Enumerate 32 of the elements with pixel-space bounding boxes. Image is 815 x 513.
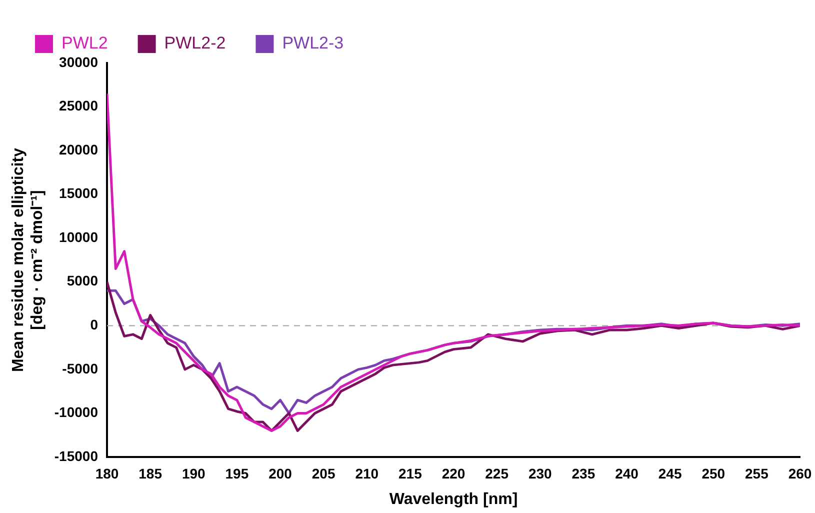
x-tick-label: 200	[268, 465, 292, 482]
x-tick-label: 240	[615, 465, 639, 482]
y-tick-label: 0	[90, 316, 98, 333]
legend-label: PWL2-2	[164, 34, 226, 53]
x-tick-label: 215	[398, 465, 422, 482]
x-tick-label: 245	[658, 465, 682, 482]
x-tick-label: 210	[355, 465, 379, 482]
x-axis-title: Wavelength [nm]	[389, 490, 518, 508]
y-tick-label: -15000	[54, 448, 98, 464]
x-tick-label: 220	[442, 465, 466, 482]
y-tick-label: 30000	[59, 54, 98, 70]
y-tick-label: -10000	[54, 404, 98, 420]
x-tick-label: 250	[702, 465, 726, 482]
x-tick-label: 260	[788, 465, 812, 482]
x-tick-label: 255	[745, 465, 769, 482]
y-tick-label: 20000	[59, 141, 98, 158]
x-tick-label: 235	[572, 465, 596, 482]
y-tick-label: 25000	[59, 98, 98, 114]
x-tick-label: 230	[528, 465, 552, 482]
x-tick-label: 225	[485, 465, 509, 482]
y-axis-title: Mean residue molar ellipticity [deg · cm⁻² dmol⁻¹]	[10, 148, 46, 372]
x-tick-label: 205	[312, 465, 336, 482]
legend-label: PWL2-3	[282, 34, 344, 53]
y-tick-label: 10000	[59, 228, 98, 245]
y-tick-label: 15000	[59, 185, 98, 202]
y-tick-label: -5000	[62, 360, 98, 376]
legend-label: PWL2	[62, 34, 108, 53]
x-tick-label: 190	[182, 465, 206, 482]
y-tick-label: 5000	[66, 272, 98, 289]
x-tick-label: 195	[225, 465, 249, 482]
x-tick-label: 180	[95, 465, 119, 482]
x-tick-label: 185	[138, 465, 162, 482]
